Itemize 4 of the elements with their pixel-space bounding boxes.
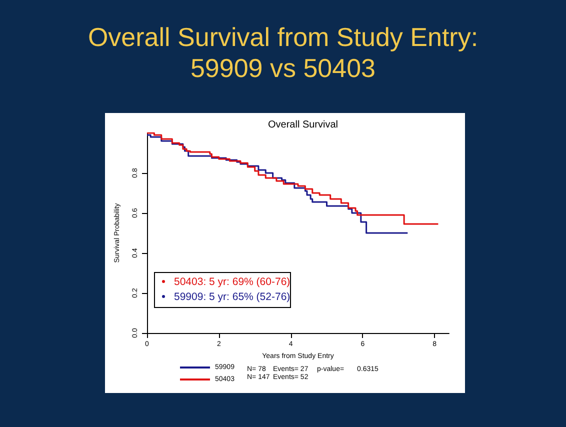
chart-title: Overall Survival from Study Entry: 59909 vs 50403 bbox=[86, 22, 480, 84]
annotation: 59909: 5 yr: 65% (52-76) bbox=[174, 291, 290, 303]
chart-subtitle: Overall Survival bbox=[268, 120, 338, 130]
annotation: 50403: 5 yr: 69% (60-76) bbox=[174, 276, 290, 288]
